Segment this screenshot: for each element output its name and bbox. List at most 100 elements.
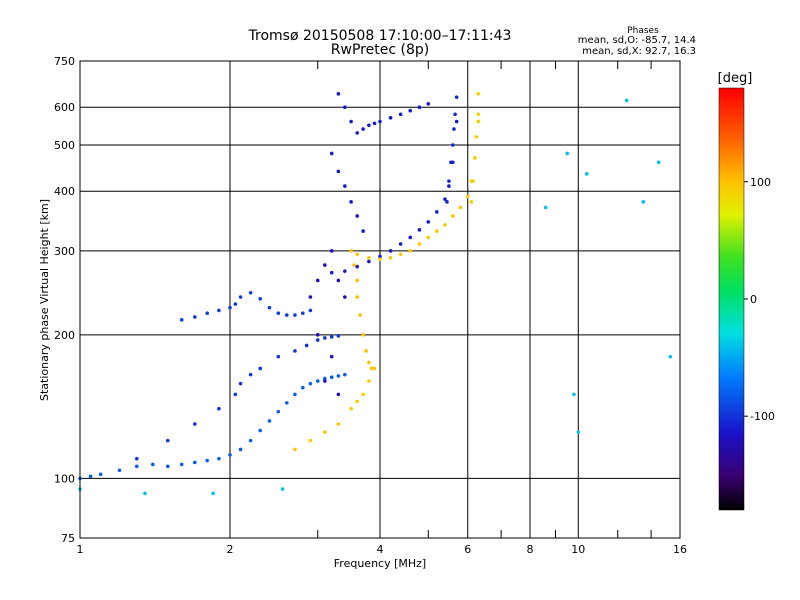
phase-stats-o: mean, sd,O: -85.7, 14.4 bbox=[578, 35, 696, 46]
data-point bbox=[584, 172, 589, 176]
data-point bbox=[474, 135, 479, 139]
data-point bbox=[378, 119, 382, 124]
x-tick-labels: 1 2 4 6 8 10 16 bbox=[77, 543, 688, 556]
data-point bbox=[293, 349, 297, 353]
data-point bbox=[543, 205, 548, 210]
data-point bbox=[267, 419, 272, 423]
data-point bbox=[248, 290, 253, 295]
data-point bbox=[453, 112, 457, 117]
data-point bbox=[367, 123, 371, 128]
data-point bbox=[248, 438, 253, 443]
data-point bbox=[408, 235, 413, 240]
data-point bbox=[336, 92, 341, 96]
colorbar-tick-label: 0 bbox=[750, 293, 757, 306]
data-point bbox=[151, 462, 155, 467]
data-point bbox=[267, 305, 272, 310]
data-point bbox=[308, 438, 313, 443]
data-point bbox=[315, 338, 320, 342]
data-point bbox=[624, 98, 629, 103]
data-point bbox=[426, 235, 431, 240]
x-tick-label: 16 bbox=[673, 543, 687, 556]
data-point bbox=[293, 392, 297, 397]
data-point bbox=[458, 205, 463, 210]
data-point bbox=[205, 311, 209, 315]
data-point bbox=[355, 278, 359, 283]
data-point bbox=[367, 379, 371, 383]
data-point bbox=[343, 295, 347, 299]
data-point bbox=[398, 112, 403, 117]
data-point bbox=[329, 375, 334, 379]
data-point bbox=[284, 313, 289, 317]
data-point bbox=[193, 422, 197, 426]
data-point bbox=[276, 354, 281, 359]
y-tick-label: 500 bbox=[54, 139, 75, 152]
data-point bbox=[315, 333, 320, 337]
data-point bbox=[336, 334, 341, 338]
data-point bbox=[361, 333, 365, 337]
data-point bbox=[378, 257, 382, 262]
data-point bbox=[293, 313, 297, 317]
data-point bbox=[293, 447, 297, 452]
data-point bbox=[361, 229, 365, 233]
x-tick-label: 8 bbox=[527, 543, 534, 556]
chart-title: Tromsø 20150508 17:10:00–17:11:43 bbox=[248, 28, 512, 44]
data-point bbox=[449, 160, 453, 165]
data-point bbox=[355, 131, 359, 135]
data-point bbox=[258, 366, 263, 371]
data-point bbox=[355, 295, 359, 299]
data-point bbox=[465, 194, 470, 199]
data-point bbox=[358, 313, 362, 317]
data-point bbox=[304, 343, 309, 348]
data-point bbox=[656, 160, 661, 165]
data-point bbox=[417, 105, 422, 110]
data-point bbox=[228, 453, 232, 457]
data-point bbox=[417, 242, 422, 246]
data-point bbox=[398, 252, 403, 257]
data-point bbox=[258, 428, 263, 433]
data-point bbox=[476, 119, 481, 124]
data-point bbox=[217, 456, 221, 461]
data-point bbox=[668, 354, 673, 359]
data-point bbox=[258, 296, 263, 301]
data-point bbox=[315, 379, 320, 383]
phase-stats-heading: Phases bbox=[627, 26, 659, 36]
data-point bbox=[308, 308, 313, 313]
data-point bbox=[117, 468, 122, 473]
data-point bbox=[308, 295, 313, 299]
data-point bbox=[238, 447, 243, 452]
data-point bbox=[388, 256, 393, 260]
data-point bbox=[426, 102, 431, 106]
data-point bbox=[565, 151, 569, 156]
data-point bbox=[205, 458, 209, 463]
data-point bbox=[336, 278, 341, 283]
minor-ticks bbox=[317, 61, 652, 538]
colorbar-label: [deg] bbox=[718, 71, 753, 86]
x-tick-label: 6 bbox=[464, 543, 471, 556]
colorbar-ticks: 100 0 -100 bbox=[744, 176, 775, 423]
data-point bbox=[473, 156, 477, 160]
data-point bbox=[308, 381, 313, 386]
data-point bbox=[372, 121, 377, 126]
data-point bbox=[336, 392, 341, 397]
data-point bbox=[388, 249, 393, 253]
data-point bbox=[336, 422, 341, 426]
data-point bbox=[434, 229, 439, 233]
data-point bbox=[233, 392, 238, 397]
data-point bbox=[179, 462, 184, 467]
y-tick-label: 100 bbox=[54, 472, 75, 485]
data-point bbox=[408, 249, 413, 253]
data-point bbox=[476, 112, 481, 117]
data-point bbox=[329, 151, 334, 156]
data-point bbox=[336, 169, 341, 174]
data-point bbox=[217, 308, 221, 313]
data-point bbox=[238, 381, 243, 386]
y-tick-label: 200 bbox=[54, 329, 75, 342]
data-point bbox=[134, 456, 139, 461]
data-point bbox=[367, 256, 371, 260]
x-tick-label: 1 bbox=[77, 543, 84, 556]
data-points bbox=[78, 92, 673, 496]
data-point bbox=[388, 116, 393, 120]
data-point bbox=[454, 119, 459, 124]
data-point bbox=[323, 336, 327, 340]
data-point bbox=[452, 127, 456, 131]
